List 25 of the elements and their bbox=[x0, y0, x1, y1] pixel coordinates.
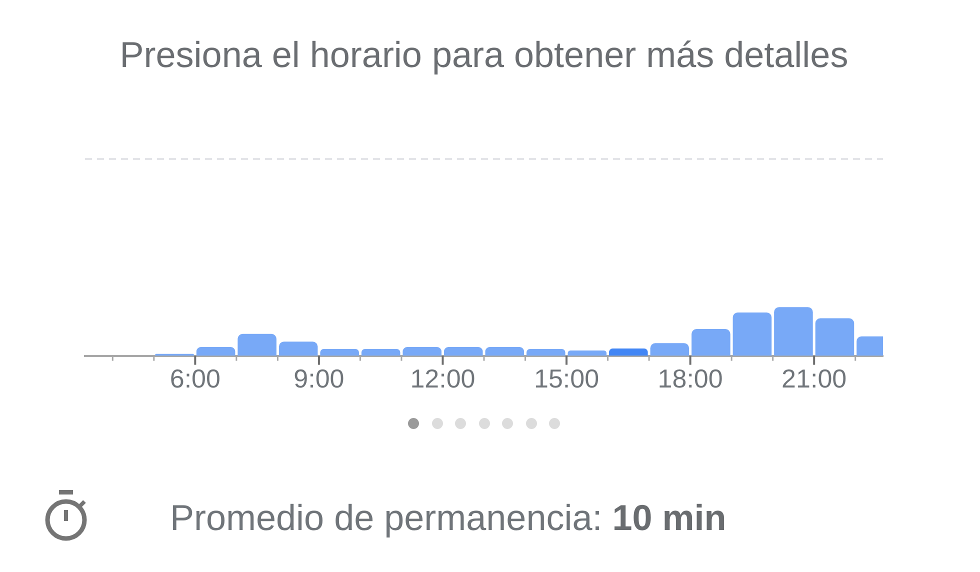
x-tick-label: 12:00 bbox=[410, 364, 476, 394]
x-tick-label: 15:00 bbox=[534, 364, 600, 394]
bar bbox=[361, 348, 400, 356]
text: 10 min bbox=[611, 497, 726, 538]
bar bbox=[609, 348, 648, 356]
bar bbox=[320, 348, 359, 356]
x-tick-label: 9:00 bbox=[294, 364, 344, 394]
bar bbox=[402, 347, 442, 356]
bar bbox=[444, 347, 483, 356]
bar bbox=[238, 334, 276, 356]
bar bbox=[774, 307, 813, 356]
bar bbox=[692, 329, 730, 356]
x-tick-label: 18:00 bbox=[658, 364, 723, 394]
bar bbox=[196, 347, 236, 356]
bar bbox=[732, 312, 772, 356]
bar bbox=[650, 343, 690, 356]
bar bbox=[568, 350, 607, 356]
bar bbox=[526, 348, 566, 356]
text: Promedio de permanencia: bbox=[170, 497, 602, 538]
bar bbox=[815, 318, 854, 356]
chart-title: Presiona el horario para obtener más detalles bbox=[118, 34, 850, 76]
x-tick-label: 21:00 bbox=[782, 364, 847, 394]
bar bbox=[278, 342, 318, 356]
bar bbox=[485, 347, 524, 356]
x-tick-label: 6:00 bbox=[170, 364, 220, 394]
